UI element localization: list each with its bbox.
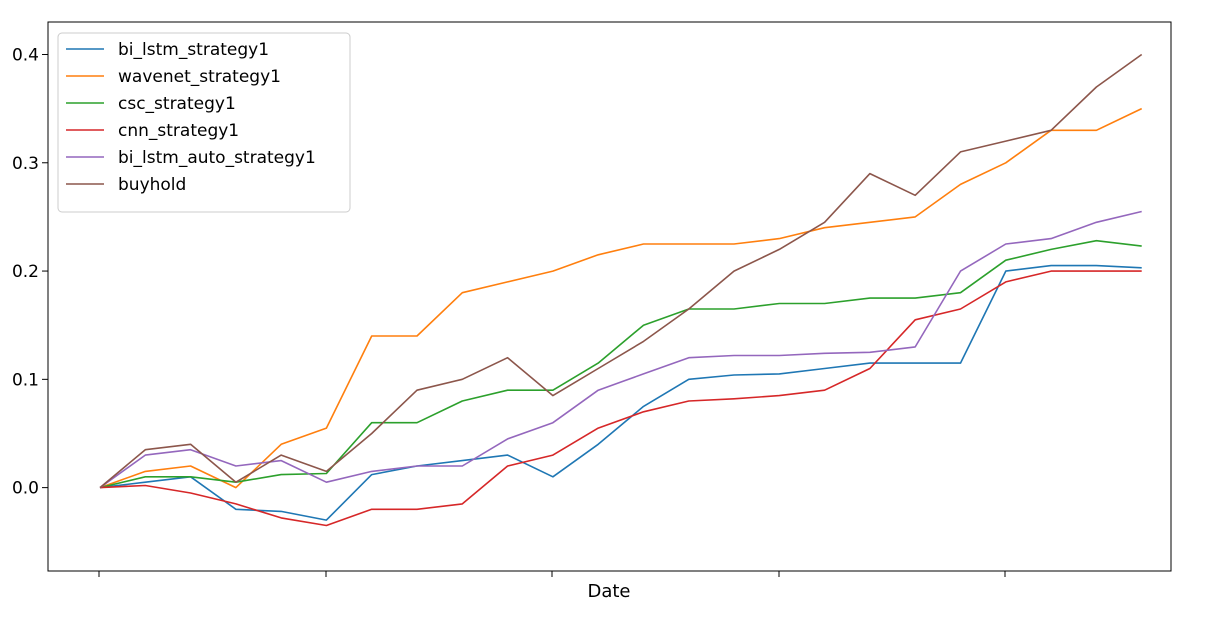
series-line-wavenet-strategy1 <box>99 107 1143 489</box>
series-line-cnn-strategy1 <box>99 270 1142 527</box>
series-line-bi-lstm-strategy1 <box>99 264 1142 521</box>
legend-box <box>57 32 351 213</box>
y-tick-label: 0.2 <box>12 262 39 282</box>
y-tick-label: 0.1 <box>12 370 39 390</box>
series-layer <box>99 53 1143 527</box>
y-axis: 0.0 0.1 0.2 0.3 0.4 <box>12 45 48 499</box>
series-line-bi-lstm-auto-strategy1 <box>99 210 1142 489</box>
legend-label: csc_strategy1 <box>118 94 236 114</box>
legend-label: wavenet_strategy1 <box>118 67 281 87</box>
legend-label: bi_lstm_auto_strategy1 <box>118 148 316 168</box>
y-tick-label: 0.0 <box>12 479 39 499</box>
y-tick-label: 0.3 <box>12 154 39 174</box>
series-line-buyhold <box>99 53 1143 489</box>
legend-label: buyhold <box>118 175 186 195</box>
legend-label: bi_lstm_strategy1 <box>118 40 269 60</box>
x-axis-label: Date <box>587 581 630 602</box>
x-axis <box>98 571 1006 577</box>
y-tick-label: 0.4 <box>12 45 39 65</box>
legend-label: cnn_strategy1 <box>118 121 239 141</box>
series-line-csc-strategy1 <box>99 239 1142 489</box>
legend: bi_lstm_strategy1 wavenet_strategy1 csc_st… <box>57 32 351 213</box>
